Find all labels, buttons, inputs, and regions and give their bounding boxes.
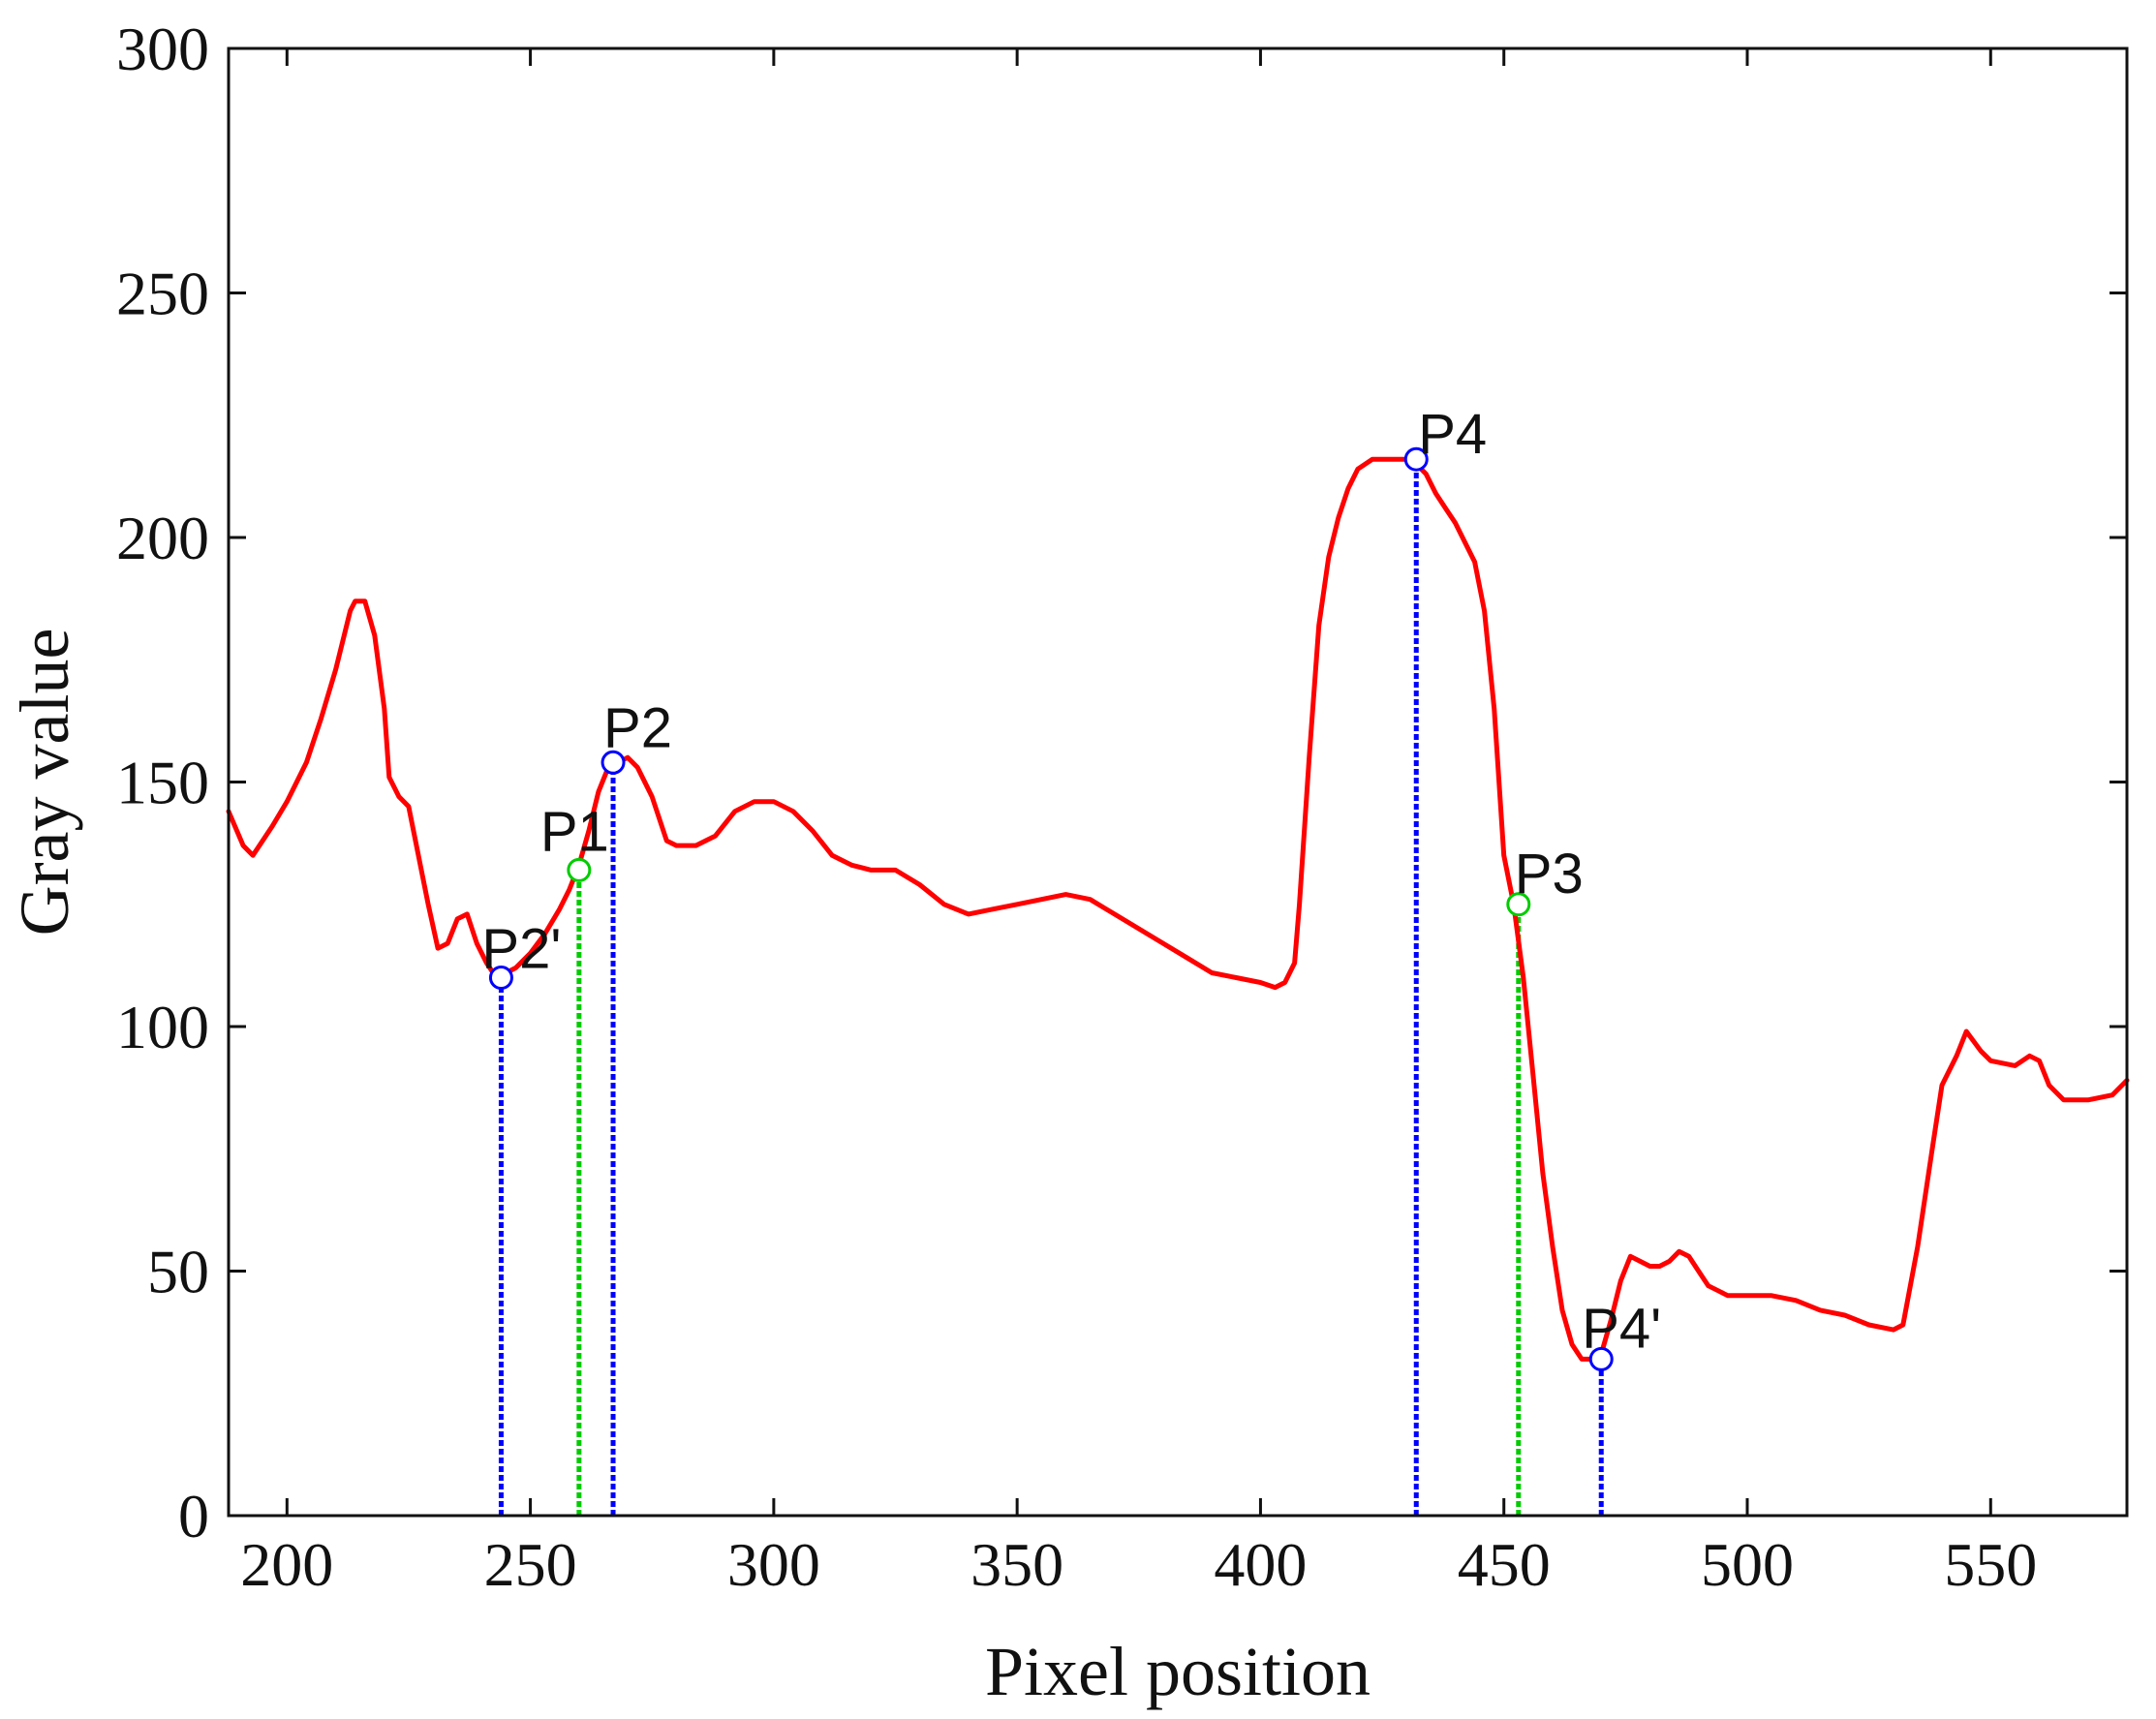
x-tick-label: 450 (1458, 1530, 1551, 1599)
y-tick-label: 50 (147, 1238, 209, 1306)
x-tick-label: 300 (727, 1530, 820, 1599)
x-axis-title: Pixel position (985, 1633, 1371, 1710)
y-axis-title: Gray value (6, 629, 83, 936)
x-tick-label: 500 (1701, 1530, 1794, 1599)
marker-point (601, 750, 626, 775)
x-tick-label: 400 (1214, 1530, 1307, 1599)
marker-point (1403, 446, 1429, 472)
marker-label: P4' (1582, 1297, 1661, 1360)
y-tick-label: 150 (116, 749, 209, 817)
marker-label: P4 (1418, 403, 1487, 466)
x-tick-label: 350 (970, 1530, 1063, 1599)
series-layer (226, 456, 2130, 1362)
x-tick-label: 200 (240, 1530, 333, 1599)
y-axis-ticks: 0 50 100 150 200 250 300 (116, 15, 2127, 1550)
x-tick-label: 250 (484, 1530, 577, 1599)
marker-label: P2 (603, 696, 672, 759)
y-tick-label: 0 (178, 1482, 209, 1550)
series-line (226, 456, 2130, 1362)
x-tick-label: 550 (1944, 1530, 2037, 1599)
marker-point (1588, 1346, 1614, 1371)
marker-point (567, 857, 592, 882)
marker-guide-lines (498, 459, 1604, 1516)
y-tick-label: 300 (116, 15, 209, 83)
marker-labels: P2' P1 P2 P4 P3 P4' (481, 403, 1661, 1360)
marker-label: P3 (1515, 843, 1584, 906)
y-tick-label: 250 (116, 260, 209, 328)
y-tick-label: 200 (116, 504, 209, 572)
marker-point (1506, 892, 1531, 917)
marker-points (488, 446, 1614, 1371)
y-tick-label: 100 (116, 993, 209, 1061)
marker-label: P1 (540, 800, 609, 863)
marker-label: P2' (481, 918, 561, 981)
x-axis-ticks: 200 250 300 350 400 450 500 550 (240, 48, 2037, 1599)
marker-point (488, 966, 513, 990)
